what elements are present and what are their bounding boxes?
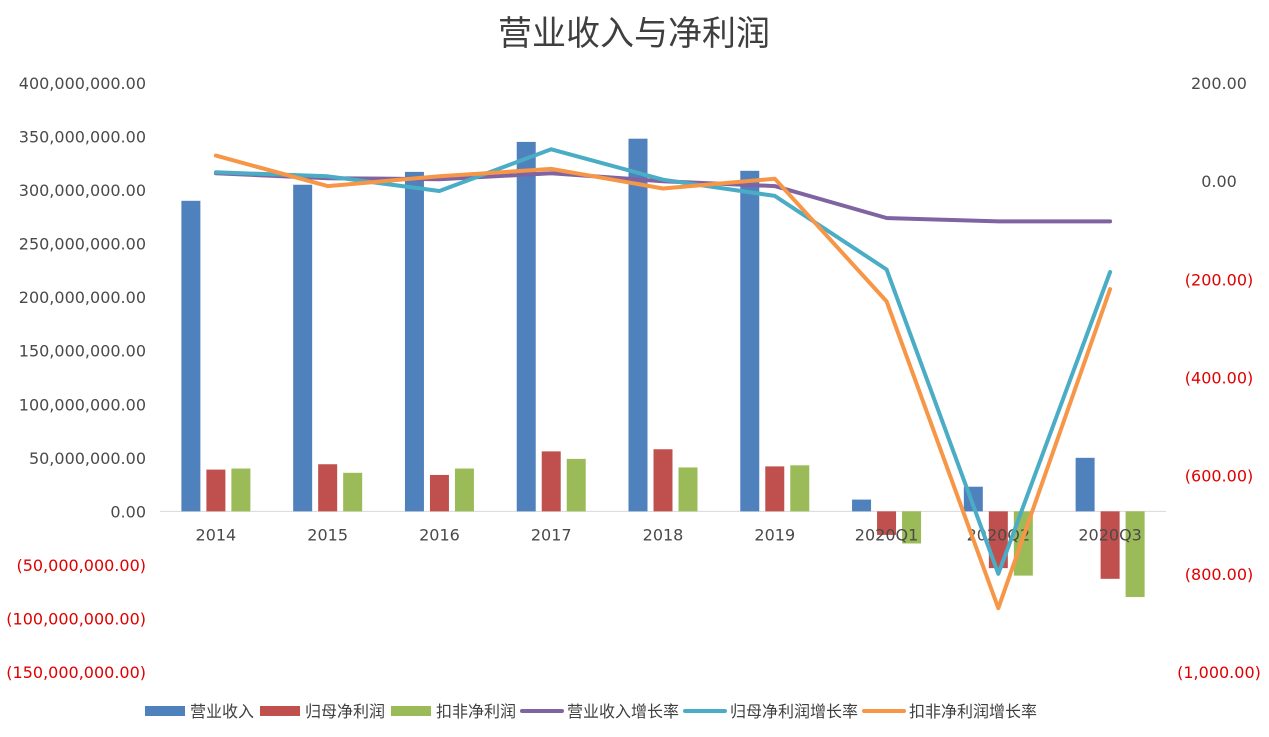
bar [852,499,872,512]
bar [765,466,785,512]
right-axis-tick-label: 200.00 [1191,74,1247,93]
legend-swatch [391,706,431,716]
bar [653,449,673,512]
right-axis-tick-label: 0.00 [1201,172,1237,191]
legend-label: 归母净利润增长率 [730,702,858,721]
bar [566,458,586,512]
bar [790,465,810,512]
bar [516,141,536,512]
category-label: 2015 [307,525,348,544]
left-axis-tick-label: 200,000,000.00 [19,288,146,307]
bar [628,138,648,512]
legend-item: 营业收入增长率 [520,702,679,721]
category-label: 2014 [196,525,237,544]
bar [988,511,1008,569]
legend-label: 归母净利润 [305,702,385,721]
legend-swatch [260,706,300,716]
legend-item: 扣非净利润增长率 [862,702,1037,721]
right-axis-tick-label: (600.00) [1185,467,1253,486]
bar [902,511,922,544]
bar [404,171,424,512]
right-axis: 200.00 0.00 (200.00) (400.00) (600.00) (800.0… [1177,74,1261,682]
right-axis-tick-label: (400.00) [1185,369,1253,388]
bar [343,472,363,512]
bar [429,474,449,512]
left-axis-tick-label: (50,000,000.00) [16,556,146,575]
bar [1125,511,1145,598]
legend-label: 扣非净利润增长率 [909,702,1037,721]
legend-item: 归母净利润增长率 [683,702,858,721]
bar [293,184,313,512]
category-labels: 2014 2015 2016 2017 2018 2019 2020Q1 2020Q2 2020… [196,525,1142,544]
legend-item: 扣非净利润 [391,702,516,721]
legend-item: 营业收入 [145,702,254,721]
left-axis-tick-label: 250,000,000.00 [19,235,146,254]
left-axis-tick-label: 300,000,000.00 [19,181,146,200]
right-axis-tick-label: (800.00) [1185,565,1253,584]
bar-series-group [181,138,1145,598]
category-label: 2020Q3 [1078,525,1142,544]
category-label: 2019 [754,525,795,544]
legend-label: 营业收入增长率 [567,702,679,721]
category-label: 2016 [419,525,460,544]
legend: 营业收入 归母净利润 扣非净利润 营业收入增长率 归母净利润增长率 扣非净利润增长率 [145,702,1037,721]
bar [318,464,338,512]
bar [181,200,201,512]
left-axis-tick-label: (100,000,000.00) [6,609,146,628]
bar [740,170,760,512]
line-series-group [213,147,1113,611]
right-axis-tick-label: (200.00) [1185,270,1253,289]
left-axis-tick-label: 0.00 [110,502,146,521]
chart-title: 营业收入与净利润 [498,14,770,54]
bar [206,469,226,512]
category-label: 2017 [531,525,572,544]
left-axis-tick-label: 400,000,000.00 [19,74,146,93]
bar [231,468,251,512]
left-axis-tick-label: 350,000,000.00 [19,128,146,147]
bar [877,511,897,535]
bar [678,467,698,512]
series-line [213,153,1113,611]
left-axis: 400,000,000.00 350,000,000.00 300,000,000.… [6,74,146,682]
left-axis-tick-label: (150,000,000.00) [6,663,146,682]
bar [454,468,474,512]
legend-label: 营业收入 [190,702,254,721]
legend-label: 扣非净利润 [436,702,516,721]
right-axis-tick-label: (1,000.00) [1177,663,1261,682]
legend-item: 归母净利润 [260,702,385,721]
category-label: 2020Q1 [855,525,919,544]
bar [1100,511,1120,579]
left-axis-tick-label: 100,000,000.00 [19,395,146,414]
left-axis-tick-label: 50,000,000.00 [29,449,146,468]
bar [1075,457,1095,512]
legend-swatch [145,706,185,716]
category-label: 2018 [643,525,684,544]
bar [541,451,561,512]
left-axis-tick-label: 150,000,000.00 [19,342,146,361]
